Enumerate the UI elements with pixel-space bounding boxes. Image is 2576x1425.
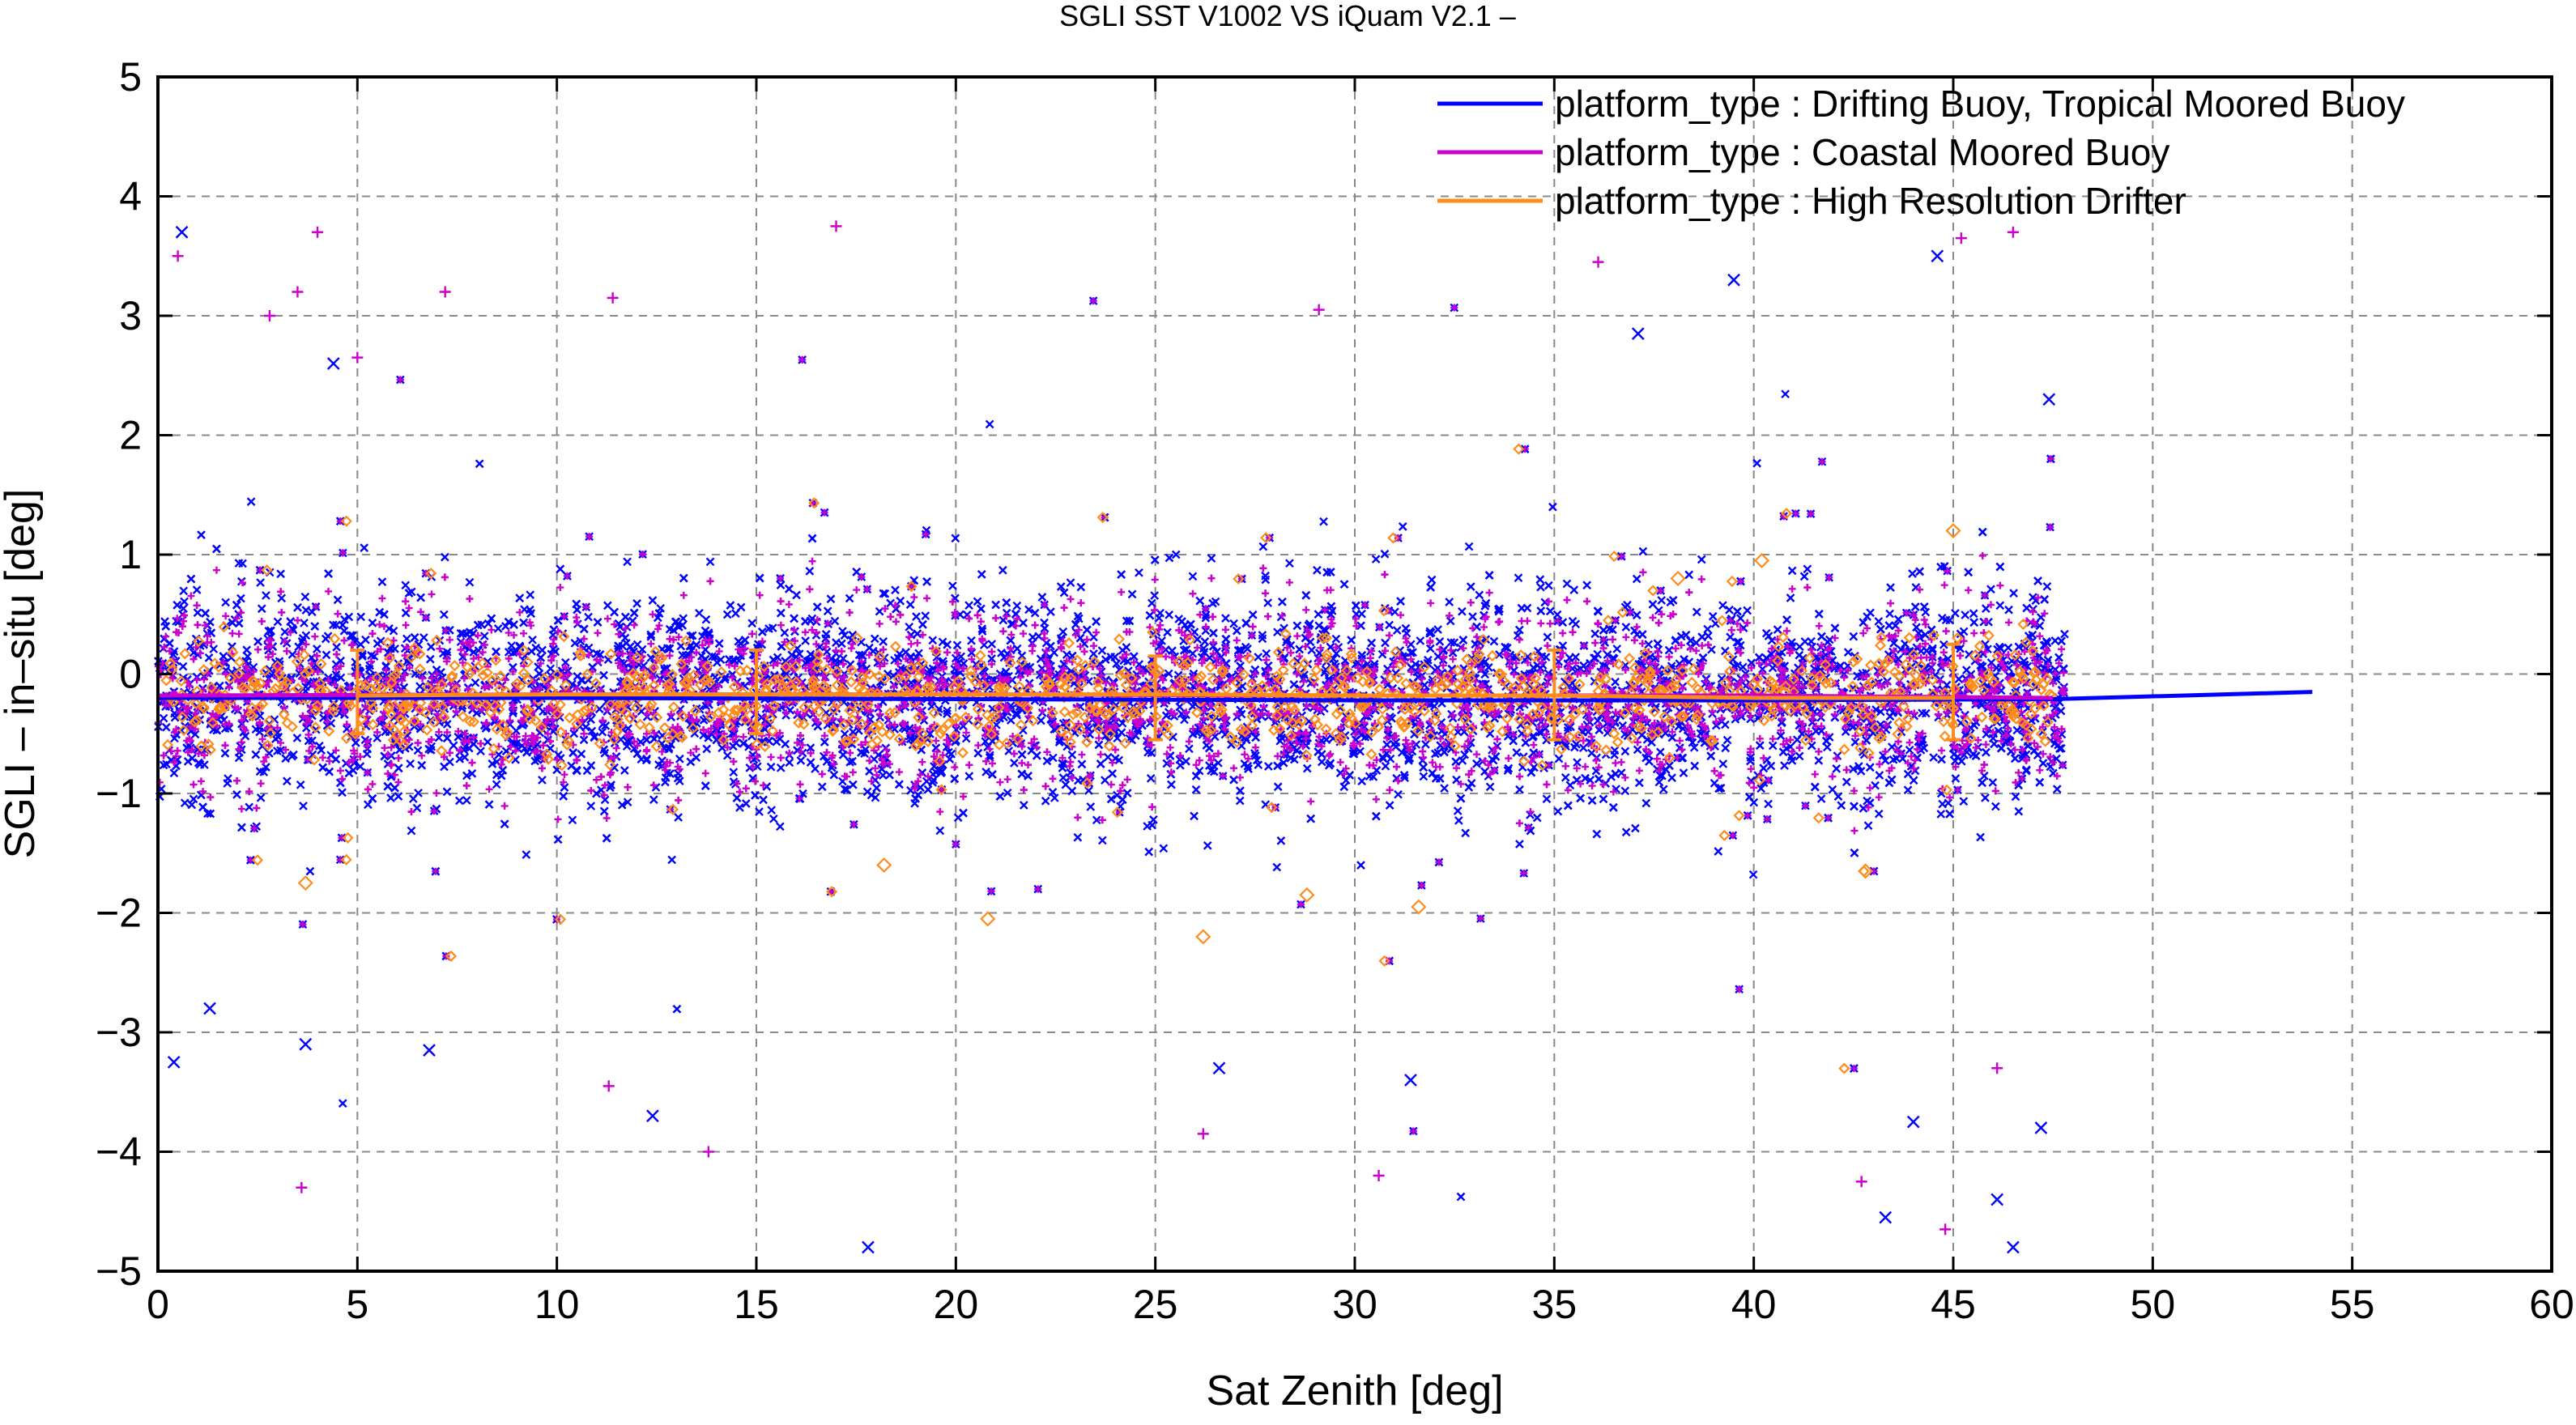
- data-point: [1212, 1061, 1226, 1075]
- data-point: [1931, 249, 1944, 263]
- data-point: [1991, 1193, 2004, 1206]
- legend-label: platform_type : Drifting Buoy, Tropical …: [1555, 83, 2405, 125]
- data-point: [1945, 522, 1961, 539]
- y-tick-label: 3: [119, 293, 142, 338]
- data-point: [167, 1056, 181, 1069]
- x-tick-label: 50: [2131, 1282, 2176, 1327]
- data-point: [830, 220, 842, 232]
- data-point: [1195, 929, 1211, 945]
- y-tick-label: 5: [119, 54, 142, 100]
- x-tick-label: 55: [2330, 1282, 2375, 1327]
- data-point: [2007, 226, 2019, 238]
- x-tick-label: 60: [2529, 1282, 2574, 1327]
- data-point: [2007, 1240, 2020, 1254]
- x-tick-label: 30: [1332, 1282, 1377, 1327]
- y-tick-label: 0: [119, 652, 142, 697]
- data-point: [1299, 887, 1315, 903]
- data-point: [439, 286, 451, 298]
- data-point: [646, 1109, 659, 1123]
- data-point: [1879, 1210, 1893, 1224]
- data-point: [1373, 1170, 1385, 1181]
- data-point: [2034, 1121, 2048, 1134]
- x-tick-label: 5: [346, 1282, 368, 1327]
- data-point: [1670, 570, 1686, 587]
- y-tick-label: −4: [96, 1129, 142, 1175]
- y-tick-label: 2: [119, 413, 142, 458]
- data-point: [423, 1044, 436, 1057]
- error-bar: [749, 649, 764, 736]
- y-tick-label: −5: [96, 1248, 142, 1294]
- error-bar: [350, 649, 365, 736]
- data-point: [876, 857, 892, 874]
- data-point: [1939, 1223, 1952, 1236]
- y-axis-label: SGLI – in–situ [deg]: [0, 489, 44, 859]
- data-point: [602, 1080, 615, 1092]
- data-point: [980, 911, 996, 927]
- data-point: [172, 250, 184, 262]
- data-point: [175, 225, 189, 239]
- y-tick-label: −2: [96, 891, 142, 936]
- x-tick-label: 35: [1532, 1282, 1578, 1327]
- trend-line-0: [158, 690, 2313, 703]
- error-bar: [1946, 642, 1961, 742]
- data-point: [1197, 1128, 1209, 1140]
- data-point: [1858, 863, 1874, 879]
- y-tick-label: −3: [96, 1010, 142, 1055]
- data-point: [1753, 552, 1770, 568]
- data-point: [702, 1146, 714, 1158]
- data-point: [1404, 1074, 1417, 1087]
- data-point: [1411, 899, 1427, 915]
- data-point: [1906, 1115, 1920, 1129]
- y-tick-label: 4: [119, 174, 142, 219]
- data-point: [351, 351, 364, 364]
- data-point: [326, 357, 340, 370]
- data-point: [1313, 304, 1325, 316]
- data-point: [2042, 393, 2056, 406]
- x-tick-label: 15: [734, 1282, 779, 1327]
- data-point: [1727, 273, 1740, 287]
- legend: platform_type : Drifting Buoy, Tropical …: [1437, 83, 2405, 222]
- data-point: [292, 286, 304, 298]
- data-point: [312, 226, 324, 238]
- error-bar: [1547, 649, 1562, 742]
- data-point: [607, 291, 619, 304]
- data-point: [1991, 1062, 2003, 1074]
- error-bar: [1147, 654, 1163, 742]
- data-point: [203, 1002, 216, 1015]
- data-point: [1592, 256, 1604, 268]
- x-tick-label: 0: [147, 1282, 169, 1327]
- grid: [158, 77, 2552, 1271]
- data-point: [862, 1240, 875, 1254]
- x-tick-label: 40: [1731, 1282, 1777, 1327]
- data-points: [154, 220, 2069, 1254]
- data-point: [299, 1037, 313, 1051]
- y-tick-label: −1: [96, 771, 142, 816]
- data-point: [1855, 1176, 1867, 1188]
- x-axis-label: Sat Zenith [deg]: [1206, 1368, 1503, 1414]
- legend-label: platform_type : High Resolution Drifter: [1555, 180, 2186, 222]
- x-tick-label: 20: [934, 1282, 979, 1327]
- data-point: [296, 1181, 308, 1193]
- x-tick-label: 10: [534, 1282, 580, 1327]
- data-point: [263, 310, 275, 321]
- data-point: [1955, 232, 1967, 245]
- x-tick-label: 45: [1931, 1282, 1976, 1327]
- data-point: [297, 875, 313, 891]
- x-tick-label: 25: [1133, 1282, 1178, 1327]
- trend-lines: [157, 642, 2313, 742]
- y-tick-label: 1: [119, 532, 142, 577]
- data-point: [1631, 327, 1645, 340]
- legend-label: platform_type : Coastal Moored Buoy: [1555, 131, 2169, 173]
- chart-title: SGLI SST V1002 VS iQuam V2.1 –: [1059, 0, 1516, 32]
- series-points-2: [160, 443, 2058, 1074]
